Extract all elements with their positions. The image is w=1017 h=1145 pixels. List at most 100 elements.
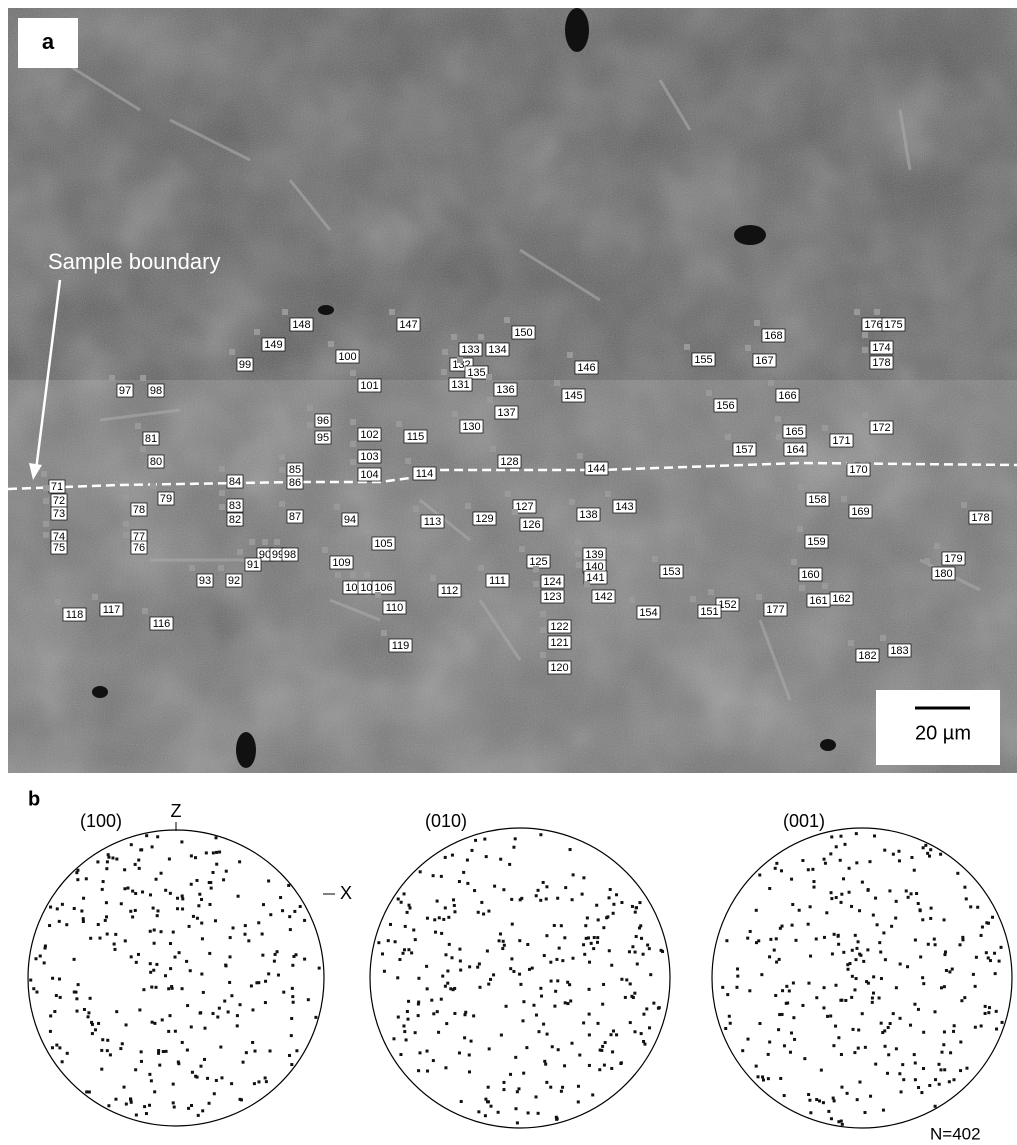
pole-dot: [851, 1027, 855, 1031]
pole-dot: [988, 1006, 992, 1010]
pole-dot: [122, 1085, 126, 1089]
pole-dot: [872, 975, 876, 979]
pole-dot: [189, 854, 193, 858]
spot-marker: [706, 390, 712, 396]
pole-dot: [769, 937, 773, 941]
pole-dot: [382, 969, 386, 973]
pole-dot: [840, 1085, 844, 1089]
pole-dot: [536, 888, 540, 892]
spot-label: 114: [416, 468, 434, 480]
pole-dot: [587, 1033, 591, 1037]
pole-dot: [487, 982, 491, 986]
pole-dot: [452, 898, 456, 902]
pole-dot: [790, 1031, 794, 1035]
pole-dot: [150, 1020, 154, 1024]
spot-marker: [452, 411, 458, 417]
spot-marker: [862, 347, 868, 353]
pole-dot: [779, 1076, 783, 1080]
pole-dot: [772, 948, 776, 952]
pole-dot: [159, 930, 163, 934]
spot-marker: [519, 546, 525, 552]
pole-dot: [806, 868, 810, 872]
pole-dot: [602, 926, 606, 930]
pole-dot: [264, 979, 268, 983]
pole-dot: [238, 860, 242, 864]
pole-dot: [257, 1080, 261, 1084]
pole-dot: [539, 986, 543, 990]
pole-dot: [933, 943, 937, 947]
spot-box: [420, 514, 445, 529]
pole-dot: [410, 951, 414, 955]
pole-dot: [489, 977, 493, 981]
pole-dot: [106, 853, 110, 857]
pole-dot: [615, 893, 619, 897]
pole-dot: [568, 848, 572, 852]
pole-dot: [273, 952, 277, 956]
pole-dot: [615, 1033, 619, 1037]
pole-dot: [959, 1069, 963, 1073]
pole-dot: [399, 900, 403, 904]
pole-dot: [478, 985, 482, 989]
pole-dot: [754, 941, 758, 945]
pole-dot: [988, 959, 992, 963]
pole-dot: [58, 1046, 62, 1050]
pole-dot: [134, 960, 138, 964]
spot-marker: [576, 562, 582, 568]
spot-label: 117: [103, 604, 121, 616]
pole-dot: [272, 959, 276, 963]
pole-dot: [431, 874, 435, 878]
pole-dot: [778, 1013, 782, 1017]
spot-marker: [533, 581, 539, 587]
pole-dot: [276, 973, 280, 977]
pole-dot: [555, 957, 559, 961]
pole-dot: [773, 866, 777, 870]
pole-dot: [49, 1014, 53, 1018]
pole-circle: [711, 827, 1013, 1129]
pole-dot: [100, 887, 104, 891]
pole-dot: [634, 935, 638, 939]
spot-box: [697, 604, 722, 619]
pole-dot: [576, 1084, 580, 1088]
pole-dot: [985, 921, 989, 925]
pole-dot: [211, 870, 215, 874]
spot-box: [485, 573, 510, 588]
pole-dot: [442, 917, 446, 921]
pole-dot: [108, 1053, 112, 1057]
pole-dot: [416, 1002, 420, 1006]
pole-dot: [631, 996, 635, 1000]
pole-dot: [522, 1071, 526, 1075]
pole-dot: [526, 943, 530, 947]
pole-dot: [584, 924, 588, 928]
spot-label: 136: [496, 384, 514, 396]
pole-dot: [580, 892, 584, 896]
pole-dot: [81, 917, 85, 921]
pole-dot: [885, 1071, 889, 1075]
pole-dot: [534, 1095, 538, 1099]
pole-dot: [823, 861, 827, 865]
spot-marker: [575, 551, 581, 557]
pole-figures: b Z X N=402 (100) (010) (001): [27, 788, 1013, 1143]
pole-dot: [238, 1003, 242, 1007]
pole-dot: [530, 966, 534, 970]
pole-dot: [832, 932, 836, 936]
spot-label: 130: [462, 421, 480, 433]
pole-dot: [790, 877, 794, 881]
pole-dot: [726, 993, 730, 997]
pole-dot: [105, 867, 109, 871]
pole-dot: [291, 1000, 295, 1004]
pole-dot: [542, 954, 546, 958]
pole-dot: [877, 996, 881, 1000]
pole-dot: [477, 962, 481, 966]
pole-dot: [129, 843, 133, 847]
pole-dot: [199, 1064, 203, 1068]
pole-dot: [381, 952, 385, 956]
spot-label: 100: [338, 351, 356, 363]
spot-label: 155: [694, 354, 712, 366]
pole-dot: [303, 918, 307, 922]
spot-label: 128: [500, 456, 518, 468]
pole-dot: [228, 955, 232, 959]
pole-dot: [465, 858, 469, 862]
pole-dot: [217, 1006, 221, 1010]
pole-dot: [874, 896, 878, 900]
